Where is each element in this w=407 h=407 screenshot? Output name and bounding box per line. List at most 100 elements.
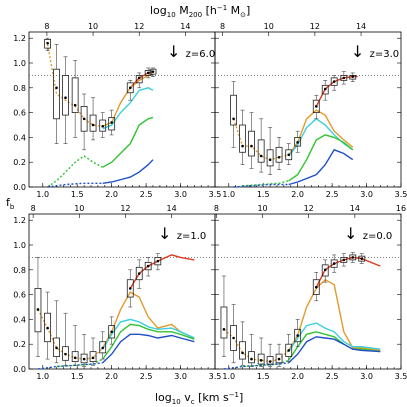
box — [239, 341, 246, 360]
series-line — [315, 256, 381, 288]
median-point — [342, 258, 346, 262]
median-point — [232, 336, 235, 340]
box-plot — [53, 44, 60, 144]
box — [239, 124, 246, 153]
box — [312, 279, 320, 296]
y-axis-label: fb — [6, 196, 15, 211]
median-point — [351, 256, 355, 259]
box-plot — [126, 80, 134, 101]
box-plot — [53, 300, 60, 364]
median-point — [296, 334, 299, 337]
median-point — [73, 103, 77, 107]
y-tick-label: 1.0 — [13, 59, 26, 68]
box-plot — [321, 80, 329, 101]
x-tick-label: 3.5 — [395, 190, 407, 199]
x-tick-label: 3.0 — [360, 190, 373, 199]
median-point — [82, 357, 86, 361]
top-tick-label: 10 — [88, 22, 98, 31]
top-tick-label: 12 — [134, 22, 144, 31]
median-point — [146, 71, 150, 75]
x-tick-label: 2.0 — [291, 190, 304, 199]
median-point — [241, 351, 244, 355]
median-point — [232, 117, 235, 121]
box — [154, 256, 162, 266]
box-plot — [108, 316, 116, 345]
box — [275, 353, 283, 364]
x-tick-label: 2.0 — [105, 190, 118, 199]
x-tick-label: 3.0 — [360, 372, 373, 381]
arrow-down-icon: ↓ — [351, 42, 364, 61]
box-plot — [340, 71, 348, 85]
series-line — [102, 291, 195, 349]
top-tick-label: 14 — [167, 204, 177, 213]
box — [266, 356, 274, 365]
box — [321, 84, 329, 95]
box-plot — [62, 312, 69, 366]
box-plot — [285, 333, 293, 362]
box-plot — [108, 109, 116, 136]
median-point — [360, 257, 364, 260]
box-plot — [312, 271, 320, 302]
arrow-down-icon: ↓ — [167, 42, 180, 61]
median-point — [332, 262, 336, 265]
median-point — [128, 287, 132, 290]
median-point — [46, 326, 49, 330]
series-line — [102, 323, 195, 360]
box-plot — [266, 343, 274, 367]
median-point — [55, 346, 58, 350]
panel-frame — [214, 213, 402, 370]
box — [248, 130, 255, 157]
box — [294, 328, 302, 343]
box — [135, 266, 143, 281]
box — [71, 77, 79, 113]
box-plot — [230, 304, 238, 364]
series-line — [288, 109, 354, 156]
median-point — [287, 153, 291, 157]
box — [149, 68, 157, 75]
series-line — [288, 134, 354, 182]
box — [358, 255, 366, 262]
box — [294, 136, 302, 147]
median-point — [222, 328, 226, 331]
box-plot — [330, 254, 338, 273]
x-tick-label: 2.0 — [291, 372, 304, 381]
box-plot — [144, 67, 152, 79]
box — [53, 68, 60, 120]
box-plot — [62, 56, 69, 144]
median-point — [36, 308, 40, 311]
series-line — [102, 73, 154, 127]
box — [44, 39, 51, 49]
box — [126, 82, 134, 94]
box-plot — [135, 259, 143, 289]
median-point — [151, 70, 155, 73]
box-plot — [154, 253, 162, 271]
x-tick-label: 1.5 — [71, 190, 84, 199]
box-plot — [275, 137, 283, 170]
median-point — [55, 86, 58, 90]
box — [89, 114, 97, 132]
box-plot — [349, 252, 357, 263]
box — [230, 94, 238, 126]
box — [62, 346, 69, 361]
median-point — [128, 86, 132, 90]
box — [312, 99, 320, 113]
box-plot — [99, 112, 107, 138]
box — [285, 149, 293, 161]
y-tick-label: 0.0 — [13, 183, 26, 192]
top-tick-label: 12 — [304, 204, 314, 213]
x-tick-label: 2.5 — [326, 372, 339, 381]
box-plot — [239, 109, 246, 165]
median-point — [156, 259, 160, 263]
y-tick-label: 0.8 — [13, 84, 26, 93]
redshift-label: z=6.0 — [186, 49, 216, 60]
x-tick-label: 2.0 — [105, 372, 118, 381]
median-point — [91, 356, 95, 360]
box-plot — [248, 112, 255, 169]
median-point — [146, 264, 150, 268]
top-tick-label: 8 — [44, 22, 49, 31]
box-plot — [257, 337, 265, 367]
median-point — [73, 356, 77, 360]
median-point — [323, 87, 327, 91]
series-line — [288, 148, 354, 186]
